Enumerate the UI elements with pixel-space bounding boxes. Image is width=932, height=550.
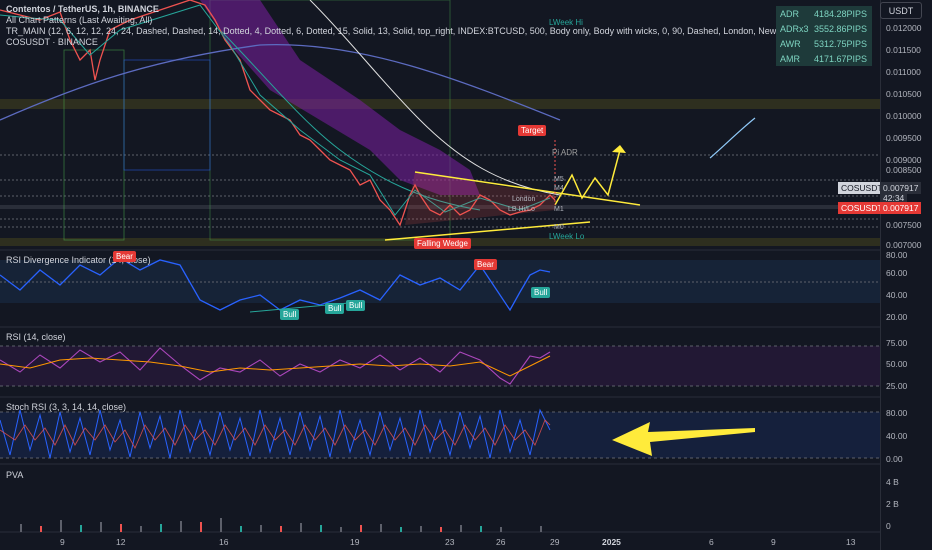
rsi-divergence-title[interactable]: RSI Divergence Indicator (14, close) <box>6 255 151 265</box>
stat-row-adrx3: ADRx3 3552.86PIPS <box>780 23 868 34</box>
target-label: Target <box>518 125 547 136</box>
time-tick: 29 <box>550 537 560 547</box>
adr-stats-panel: ADR 4184.28PIPS ADRx3 3552.86PIPS AWR 5312.… <box>776 6 872 66</box>
bear-badge: Bear <box>474 259 497 270</box>
time-tick: 13 <box>846 537 856 547</box>
price-tick: 0.010500 <box>886 89 922 99</box>
rsi-div-tick: 20.00 <box>886 312 908 322</box>
time-tick: 12 <box>116 537 126 547</box>
stat-row-amr: AMR 4171.67PIPS <box>780 53 868 64</box>
time-tick: 19 <box>350 537 360 547</box>
price-axis[interactable] <box>880 0 932 550</box>
time-tick: 23 <box>445 537 455 547</box>
m4-label: M4 <box>554 185 564 192</box>
symbol-price-tag: 0.007917 <box>880 182 922 194</box>
rsi-div-tick: 40.00 <box>886 290 908 300</box>
lb-hilo-label: LB Hi/Lo <box>508 206 535 213</box>
symbol-tag-2: COSUSDT <box>838 202 886 214</box>
time-tick: 26 <box>496 537 506 547</box>
chart-canvas[interactable] <box>0 0 880 550</box>
m1-label: M1 <box>554 206 564 213</box>
m0-label: M0 <box>554 224 564 231</box>
stat-row-awr: AWR 5312.75PIPS <box>780 38 868 49</box>
pva-tick: 2 B <box>886 499 899 509</box>
pi-adr-label: Pi ADR <box>552 148 578 157</box>
rsi-tick: 50.00 <box>886 359 908 369</box>
stat-row-adr: ADR 4184.28PIPS <box>780 8 868 19</box>
week-hi-label: LWeek Hi <box>549 18 583 27</box>
price-tick: 0.008500 <box>886 165 922 175</box>
bull-badge: Bull <box>280 309 300 320</box>
time-tick: 9 <box>771 537 776 547</box>
rsi-div-tick: 60.00 <box>886 268 908 278</box>
price-tick: 0.007500 <box>886 220 922 230</box>
rsi-div-tick: 80.00 <box>886 250 908 260</box>
bull-badge: Bull <box>346 300 366 311</box>
london-label: London <box>512 196 536 203</box>
price-tick: 0.007000 <box>886 240 922 250</box>
pva-tick: 0 <box>886 521 891 531</box>
stoch-tick: 40.00 <box>886 431 908 441</box>
pva-title[interactable]: PVA <box>6 470 24 480</box>
m5-label: M5 <box>554 176 564 183</box>
tr-main-legend[interactable]: TR_MAIN (12, 6, 12, 12, 24, 24, Dashed, … <box>6 26 871 36</box>
price-tick: 0.009500 <box>886 133 922 143</box>
countdown-tag: 42:34 <box>880 192 908 204</box>
rsi-title[interactable]: RSI (14, close) <box>6 332 66 342</box>
price-tick: 0.011500 <box>886 45 921 55</box>
price-tick: 0.010000 <box>886 111 922 121</box>
pva-tick: 4 B <box>886 477 899 487</box>
time-tick-year: 2025 <box>602 537 621 547</box>
time-tick: 16 <box>219 537 229 547</box>
time-tick: 9 <box>60 537 65 547</box>
rsi-tick: 75.00 <box>886 338 908 348</box>
price-tick: 0.012000 <box>886 23 922 33</box>
falling-wedge-label: Falling Wedge <box>414 238 471 249</box>
chart-title: Contentos / TetherUS, 1h, BINANCE <box>6 4 159 14</box>
stoch-rsi-title[interactable]: Stoch RSI (3, 3, 14, 14, close) <box>6 402 127 412</box>
symbol-legend[interactable]: COSUSDT · BINANCE <box>6 37 98 47</box>
stoch-tick: 80.00 <box>886 408 908 418</box>
bull-badge: Bull <box>531 287 551 298</box>
stoch-tick: 0.00 <box>886 454 903 464</box>
time-tick: 6 <box>709 537 714 547</box>
bull-badge: Bull <box>325 303 345 314</box>
currency-button[interactable]: USDT <box>880 2 922 19</box>
pattern-legend[interactable]: All Chart Patterns (Last Awaiting, All) <box>6 15 153 25</box>
price-tick: 0.011000 <box>886 67 921 77</box>
bear-badge: Bear <box>113 251 136 262</box>
current-price-tag: 0.007917 <box>880 202 922 214</box>
rsi-tick: 25.00 <box>886 381 908 391</box>
symbol-tag: COSUSDT <box>838 182 886 194</box>
week-lo-label: LWeek Lo <box>549 232 585 241</box>
price-tick: 0.009000 <box>886 155 922 165</box>
